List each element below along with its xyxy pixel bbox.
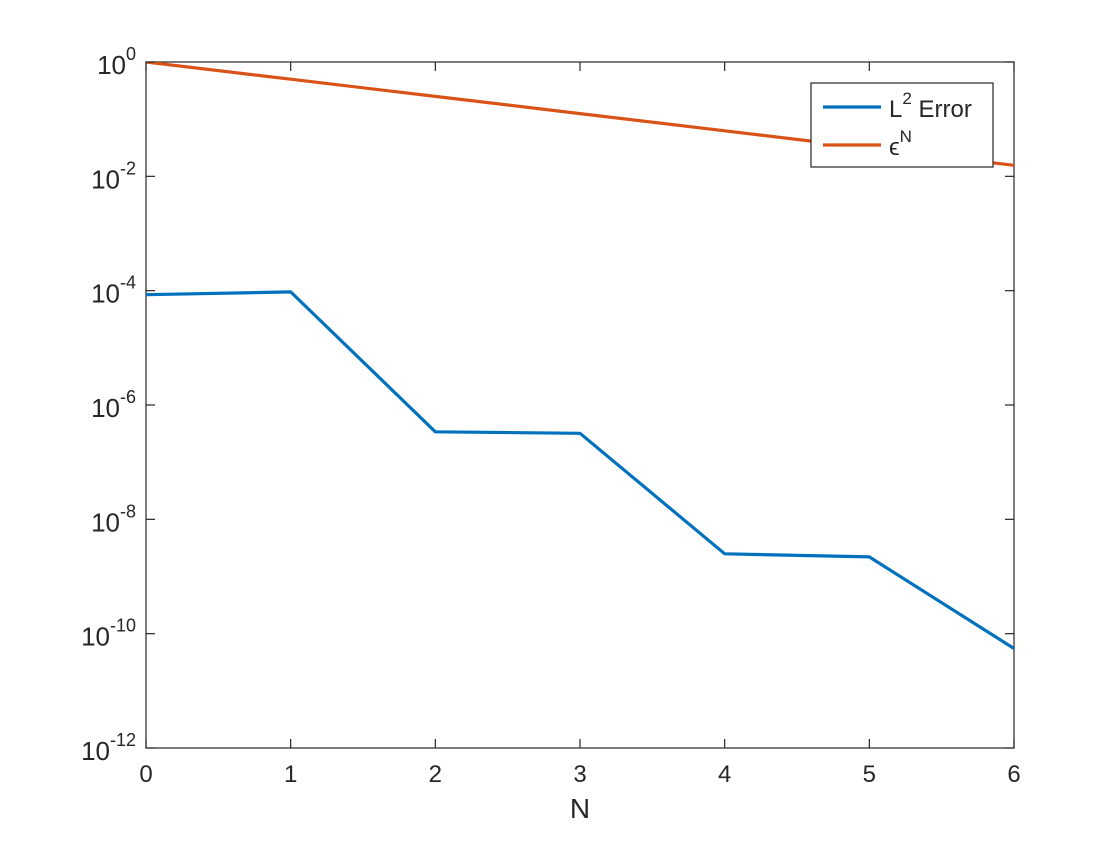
x-tick-label: 4 [718,761,731,788]
tick-layer: 0 1 2 3 4 5 6 100 10-2 10-4 10-6 10-8 10-10 10-12 [81,44,1021,788]
plot-area-frame [145,61,1015,749]
legend-label-1: ϵN [889,127,912,161]
legend-box [810,82,994,168]
x-tick-label: 6 [1007,761,1020,788]
y-tick-label: 10-10 [81,616,136,652]
axes [145,61,1015,749]
x-tick-label: 3 [573,761,586,788]
series-line-0 [146,290,1014,650]
legend: L2 Error ϵN [810,82,994,168]
y-tick-label: 100 [97,44,136,80]
legend-label-0: L2 Error [889,89,972,123]
y-tick-label: 10-4 [91,273,136,309]
y-tick-label: 10-6 [91,387,136,423]
y-tick-label: 10-2 [91,158,136,194]
x-tick-label: 0 [139,761,152,788]
x-axis-label: N [570,793,590,824]
y-tick-label: 10-12 [81,730,136,766]
y-tick-label: 10-8 [91,501,136,537]
x-tick-label: 2 [429,761,442,788]
x-tick-label: 5 [863,761,876,788]
x-tick-label: 1 [284,761,297,788]
